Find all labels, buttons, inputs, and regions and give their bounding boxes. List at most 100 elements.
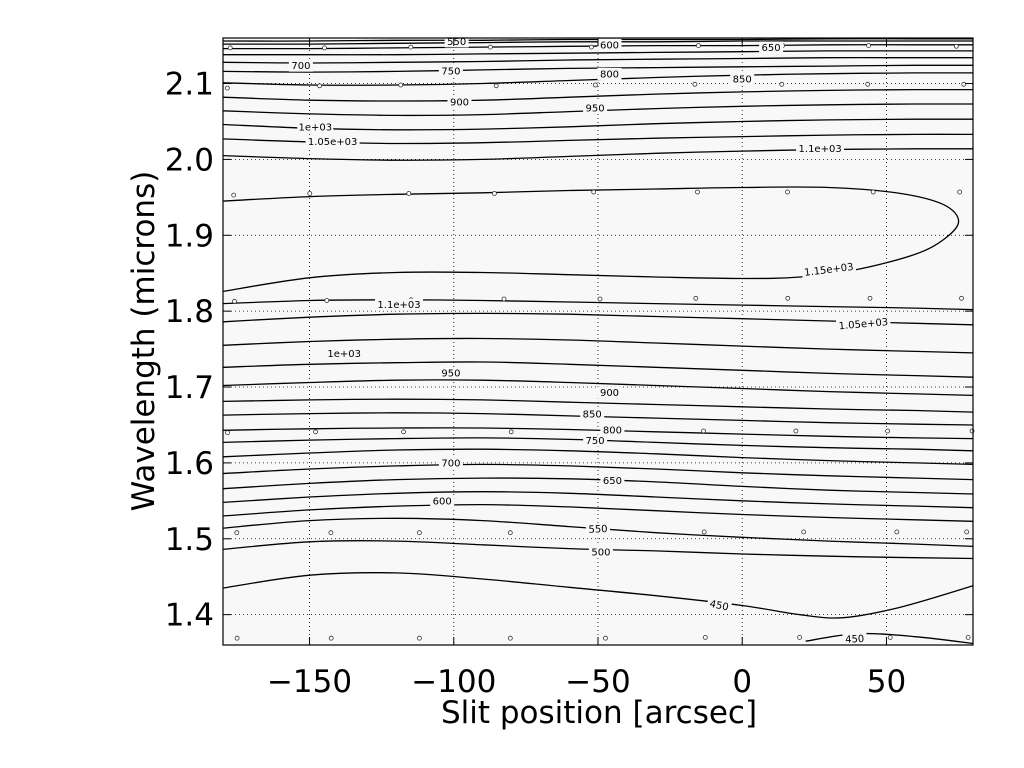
sample-point: [785, 295, 791, 301]
x-tick-label: 50: [867, 664, 906, 700]
sample-point: [695, 189, 700, 195]
sample-points: [224, 43, 975, 641]
contour-label: 800: [597, 68, 622, 81]
sample-point: [507, 635, 513, 641]
sample-point: [589, 44, 594, 50]
x-tick-label: −150: [267, 664, 352, 700]
sample-point: [232, 298, 237, 304]
sample-point: [322, 45, 327, 51]
sample-point: [416, 530, 422, 536]
contour-label: 450: [706, 596, 733, 614]
contour-label-bg: [447, 96, 472, 109]
contour-label: 600: [430, 495, 455, 508]
sample-point: [961, 81, 967, 87]
contour-label: 1.1e+03: [796, 142, 845, 155]
sample-point: [957, 189, 963, 195]
x-tick-label: 0: [732, 664, 752, 700]
contour-line: [222, 491, 974, 509]
sample-point: [234, 635, 240, 641]
contour-label-bg: [583, 434, 608, 447]
contour-line: [222, 88, 974, 102]
contour-label: 450: [842, 632, 867, 646]
sample-point: [597, 296, 603, 302]
contour-label: 500: [588, 546, 613, 559]
grid: [223, 38, 973, 645]
contour-line: [222, 463, 974, 481]
contour-label: 550: [585, 522, 611, 536]
contour-label-bg: [588, 546, 613, 559]
contour-line: [222, 379, 974, 397]
contour-label: 900: [447, 96, 472, 109]
contour-label-bg: [288, 59, 313, 72]
contour-line: [222, 148, 974, 161]
contour-label-text: 450: [845, 634, 865, 646]
contour-label: 1e+03: [297, 121, 334, 134]
contour-label-bg: [597, 386, 622, 399]
contour-label-bg: [759, 41, 784, 54]
contour-label: 700: [438, 456, 463, 469]
contour-line: [222, 572, 974, 619]
x-tick-label: −100: [411, 664, 496, 700]
sample-point: [401, 429, 407, 435]
contour-label-bg: [438, 367, 463, 379]
sample-point: [491, 191, 497, 196]
sample-point: [416, 635, 422, 641]
contour-label-text: 750: [586, 436, 605, 447]
contour-line: [222, 337, 974, 354]
contour-label-text: 850: [733, 75, 752, 86]
contour-label-bg: [600, 474, 625, 487]
x-axis-title: Slit position [arcsec]: [441, 695, 757, 731]
contour-label: 1.05e+03: [835, 315, 891, 332]
contour-label-text: 850: [583, 410, 602, 421]
sample-point: [317, 83, 323, 89]
contour-label-bg: [583, 101, 608, 114]
sample-point: [406, 191, 412, 196]
contour-line: [222, 361, 974, 378]
sample-point: [779, 81, 785, 87]
sample-point: [398, 82, 404, 88]
sample-point: [785, 189, 790, 195]
contour-label-bg: [842, 632, 867, 646]
sample-point: [870, 189, 876, 195]
sample-point: [227, 45, 233, 51]
sample-point: [701, 428, 706, 434]
sample-point: [307, 191, 313, 196]
contour-label-bg: [580, 408, 605, 420]
y-tick-label: 1.6: [165, 446, 214, 482]
contour-label-text: 550: [588, 524, 607, 536]
contour-label-text: 550: [447, 37, 466, 48]
contour-label-text: 700: [441, 458, 460, 469]
contour-line: [222, 299, 974, 311]
contour-label-text: 900: [450, 98, 469, 109]
sample-point: [324, 298, 330, 303]
y-tick-label: 2.0: [165, 142, 214, 178]
contour-label-text: 450: [709, 599, 730, 614]
contour-label: 650: [600, 474, 625, 487]
sample-point: [591, 189, 597, 195]
contour-label-bg: [297, 121, 334, 134]
contour-label-bg: [438, 456, 463, 469]
contour-label-text: 500: [591, 548, 610, 559]
contour-label: 950: [583, 101, 608, 114]
sample-point: [887, 635, 893, 640]
sample-point: [328, 635, 334, 641]
contour-label-text: 800: [600, 70, 619, 81]
sample-point: [603, 635, 608, 641]
contour-label: 1e+03: [326, 347, 363, 360]
contour-label-bg: [730, 73, 755, 85]
contour-label: 850: [730, 73, 755, 86]
contour-line: [223, 50, 973, 56]
contour-label: 550: [444, 35, 469, 48]
sample-point: [593, 82, 598, 88]
sample-point: [702, 635, 708, 640]
contour-label-text: 600: [433, 497, 452, 508]
contour-label-bg: [305, 135, 360, 148]
sample-point: [894, 529, 900, 535]
sample-point: [231, 192, 237, 198]
sample-point: [234, 530, 240, 536]
contour-labels: 450 450 500 550 600 650 700 750 800 850 900 950 1e+0…: [288, 35, 891, 646]
y-tick-label: 1.5: [165, 522, 214, 558]
sample-point: [701, 529, 707, 535]
sample-point: [493, 83, 499, 89]
